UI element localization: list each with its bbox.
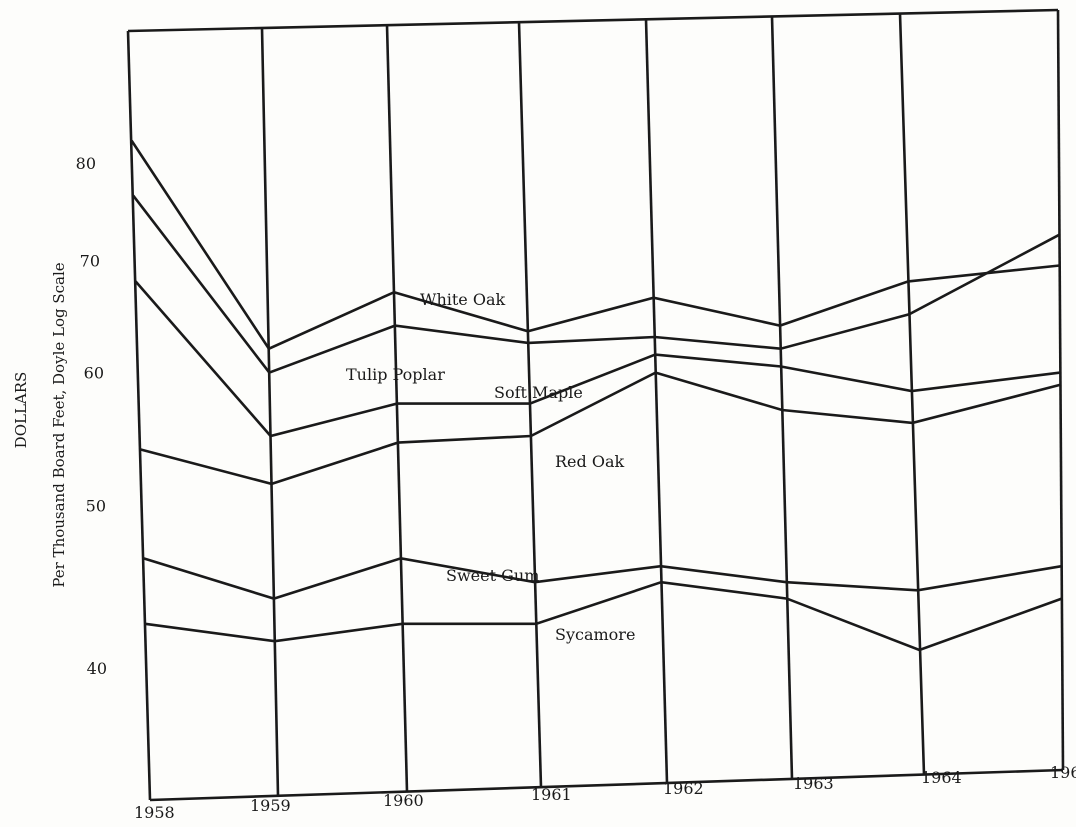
x-tick-label-1959: 1959 bbox=[250, 796, 291, 815]
y-axis-tick-labels: 40 50 60 70 80 bbox=[76, 154, 107, 678]
series-line-sweet-gum bbox=[142, 556, 1062, 600]
series-line-white-oak bbox=[130, 139, 1060, 351]
series-label-tulip-poplar: Tulip Poplar bbox=[346, 365, 445, 384]
series-label-sweet-gum: Sweet Gum bbox=[446, 566, 539, 585]
y-axis-subtitle: Per Thousand Board Feet, Doyle Log Scale bbox=[50, 262, 68, 587]
year-line-1963 bbox=[770, 16, 794, 779]
y-tick-label-80: 80 bbox=[76, 154, 96, 173]
plot-frame bbox=[127, 8, 1064, 802]
series-label-red-oak: Red Oak bbox=[555, 452, 625, 471]
series-lines bbox=[130, 139, 1063, 652]
x-tick-label-1960: 1960 bbox=[383, 791, 424, 810]
y-tick-label-60: 60 bbox=[84, 364, 104, 383]
y-tick-label-50: 50 bbox=[86, 496, 106, 515]
series-label-soft-maple: Soft Maple bbox=[494, 383, 583, 402]
frame-top-edge bbox=[127, 8, 1059, 33]
series-line-sycamore bbox=[144, 580, 1063, 652]
frame-bottom-edge bbox=[149, 768, 1064, 802]
y-tick-label-40: 40 bbox=[87, 659, 107, 678]
year-line-1960 bbox=[385, 25, 409, 792]
series-line-soft-maple bbox=[134, 280, 1061, 438]
x-tick-label-1961: 1961 bbox=[531, 785, 572, 804]
year-grid-lines bbox=[126, 9, 1065, 801]
year-line-1962 bbox=[644, 19, 669, 784]
series-label-sycamore: Sycamore bbox=[555, 625, 635, 644]
year-line-1958 bbox=[126, 30, 152, 801]
year-line-1959 bbox=[260, 27, 280, 796]
x-tick-label-1958: 1958 bbox=[134, 803, 175, 822]
x-axis-tick-labels: 1958 1959 1960 1961 1962 1963 1964 1965 bbox=[134, 763, 1076, 822]
y-tick-label-70: 70 bbox=[80, 251, 100, 270]
series-line-tulip-poplar bbox=[132, 194, 1061, 375]
year-line-1965 bbox=[1056, 9, 1065, 771]
series-line-red-oak bbox=[139, 371, 1061, 486]
x-tick-label-1964: 1964 bbox=[921, 768, 962, 787]
series-labels: White Oak Tulip Poplar Soft Maple Red Oak Sw… bbox=[346, 290, 635, 644]
y-axis-title: DOLLARS bbox=[12, 372, 30, 449]
year-line-1964 bbox=[898, 13, 926, 775]
x-tick-label-1965: 1965 bbox=[1050, 763, 1076, 782]
series-label-white-oak: White Oak bbox=[420, 290, 506, 309]
x-tick-label-1963: 1963 bbox=[793, 774, 834, 793]
x-tick-label-1962: 1962 bbox=[663, 779, 704, 798]
